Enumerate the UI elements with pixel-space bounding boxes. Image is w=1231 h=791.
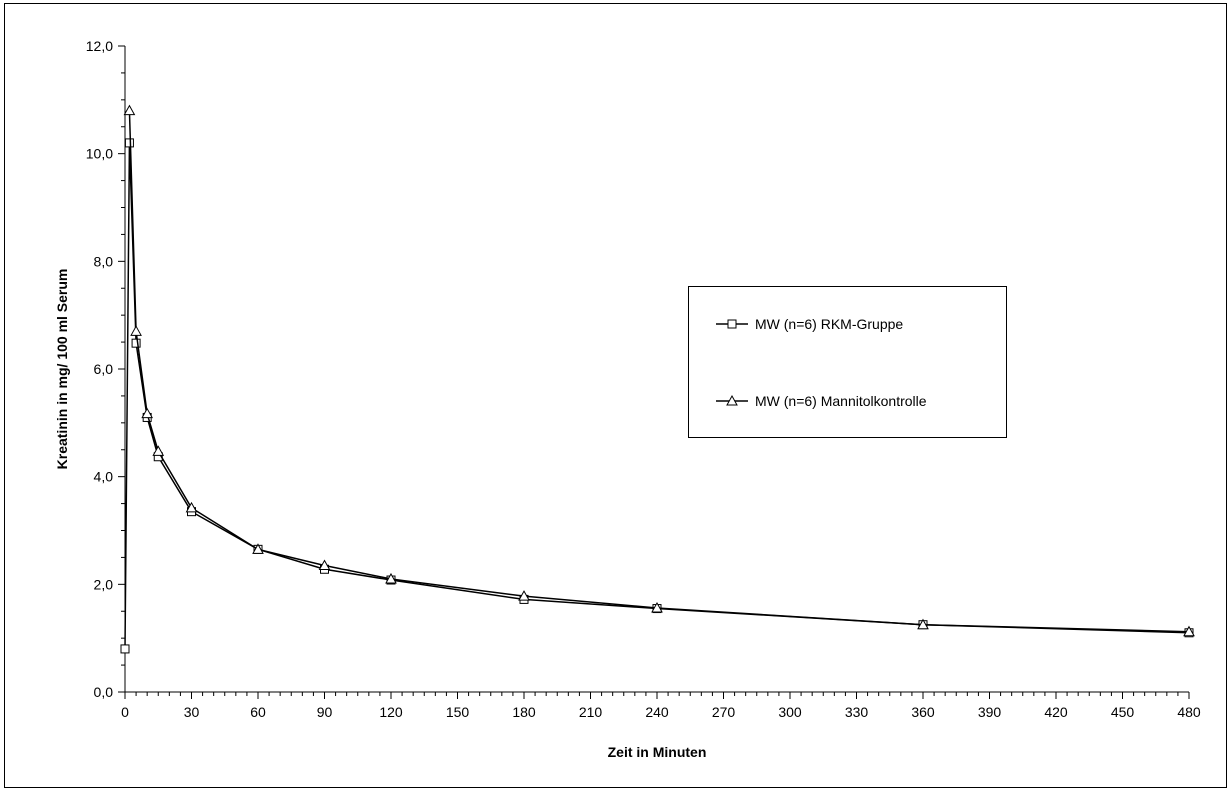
legend-triangle-marker: [726, 394, 738, 406]
legend-square-marker: [727, 319, 737, 329]
y-tick-labels: 0,0 2,0 4,0 6,0 8,0 10,0 12,0: [86, 38, 113, 700]
y-tick-label: 0,0: [94, 684, 114, 700]
x-tick-label: 180: [512, 704, 536, 720]
data-point-square: [124, 138, 134, 148]
series-triangle: [123, 104, 1195, 637]
series-line-triangle: [128, 110, 1190, 633]
legend-label-mannitol: MW (n=6) Mannitolkontrolle: [755, 393, 927, 409]
x-tick-label: 360: [911, 704, 935, 720]
x-tick-label: 0: [121, 704, 129, 720]
data-point-triangle: [123, 104, 136, 116]
data-point-triangle: [385, 572, 397, 584]
series-line-square: [124, 142, 1190, 649]
x-tick-label: 240: [645, 704, 669, 720]
data-point-square: [120, 644, 130, 654]
y-tick-label: 8,0: [94, 253, 114, 269]
data-point-triangle: [917, 618, 929, 630]
y-tick-label: 10,0: [86, 146, 113, 162]
data-point-triangle: [130, 325, 142, 336]
data-point-triangle: [141, 407, 154, 419]
y-axis: 0,0 2,0 4,0 6,0 8,0 10,0 12,0: [86, 38, 126, 700]
data-point-triangle: [518, 590, 530, 601]
legend-entry-rkm: MW (n=6) RKM-Gruppe: [716, 316, 903, 332]
y-tick-label: 2,0: [94, 576, 114, 592]
x-tick-label: 210: [579, 704, 603, 720]
data-point-triangle: [651, 601, 663, 613]
x-tick-label: 270: [712, 704, 736, 720]
x-ticks: [124, 692, 1190, 699]
x-tick-label: 480: [1177, 704, 1201, 720]
x-tick-label: 90: [317, 704, 333, 720]
outer-border: [4, 3, 1227, 788]
x-axis: 0 30 60 90 120 150 180 210 240 270 300 330 360 390 420…: [121, 691, 1201, 720]
x-tick-label: 390: [978, 704, 1002, 720]
data-point-triangle: [185, 501, 198, 513]
data-point-triangle: [252, 543, 264, 554]
legend-label-rkm: MW (n=6) RKM-Gruppe: [755, 316, 903, 332]
x-tick-label: 300: [778, 704, 802, 720]
x-tick-label: 120: [379, 704, 403, 720]
legend-box: [688, 286, 1007, 438]
x-tick-label: 420: [1044, 704, 1068, 720]
x-axis-title: Zeit in Minuten: [608, 744, 707, 760]
y-tick-label: 6,0: [94, 361, 114, 377]
y-ticks: [118, 45, 125, 693]
data-point-square: [131, 338, 141, 348]
x-tick-labels: 0 30 60 90 120 150 180 210 240 270 300 330 360 390 420…: [121, 704, 1201, 720]
series-layer: [120, 104, 1195, 654]
data-point-triangle: [318, 559, 331, 570]
x-tick-label: 330: [845, 704, 869, 720]
x-tick-label: 150: [446, 704, 470, 720]
data-point-triangle: [152, 445, 165, 456]
x-tick-label: 60: [250, 704, 266, 720]
x-tick-label: 450: [1111, 704, 1135, 720]
y-tick-label: 12,0: [86, 38, 113, 54]
y-axis-title: Kreatinin in mg/ 100 ml Serum: [54, 269, 70, 470]
x-tick-label: 30: [184, 704, 200, 720]
legend: MW (n=6) RKM-Gruppe MW (n=6) Mannitolkon…: [688, 286, 1007, 438]
legend-entry-mannitol: MW (n=6) Mannitolkontrolle: [716, 393, 927, 409]
series-square: [120, 138, 1194, 654]
y-tick-label: 4,0: [94, 469, 114, 485]
data-point-triangle: [1183, 625, 1195, 637]
